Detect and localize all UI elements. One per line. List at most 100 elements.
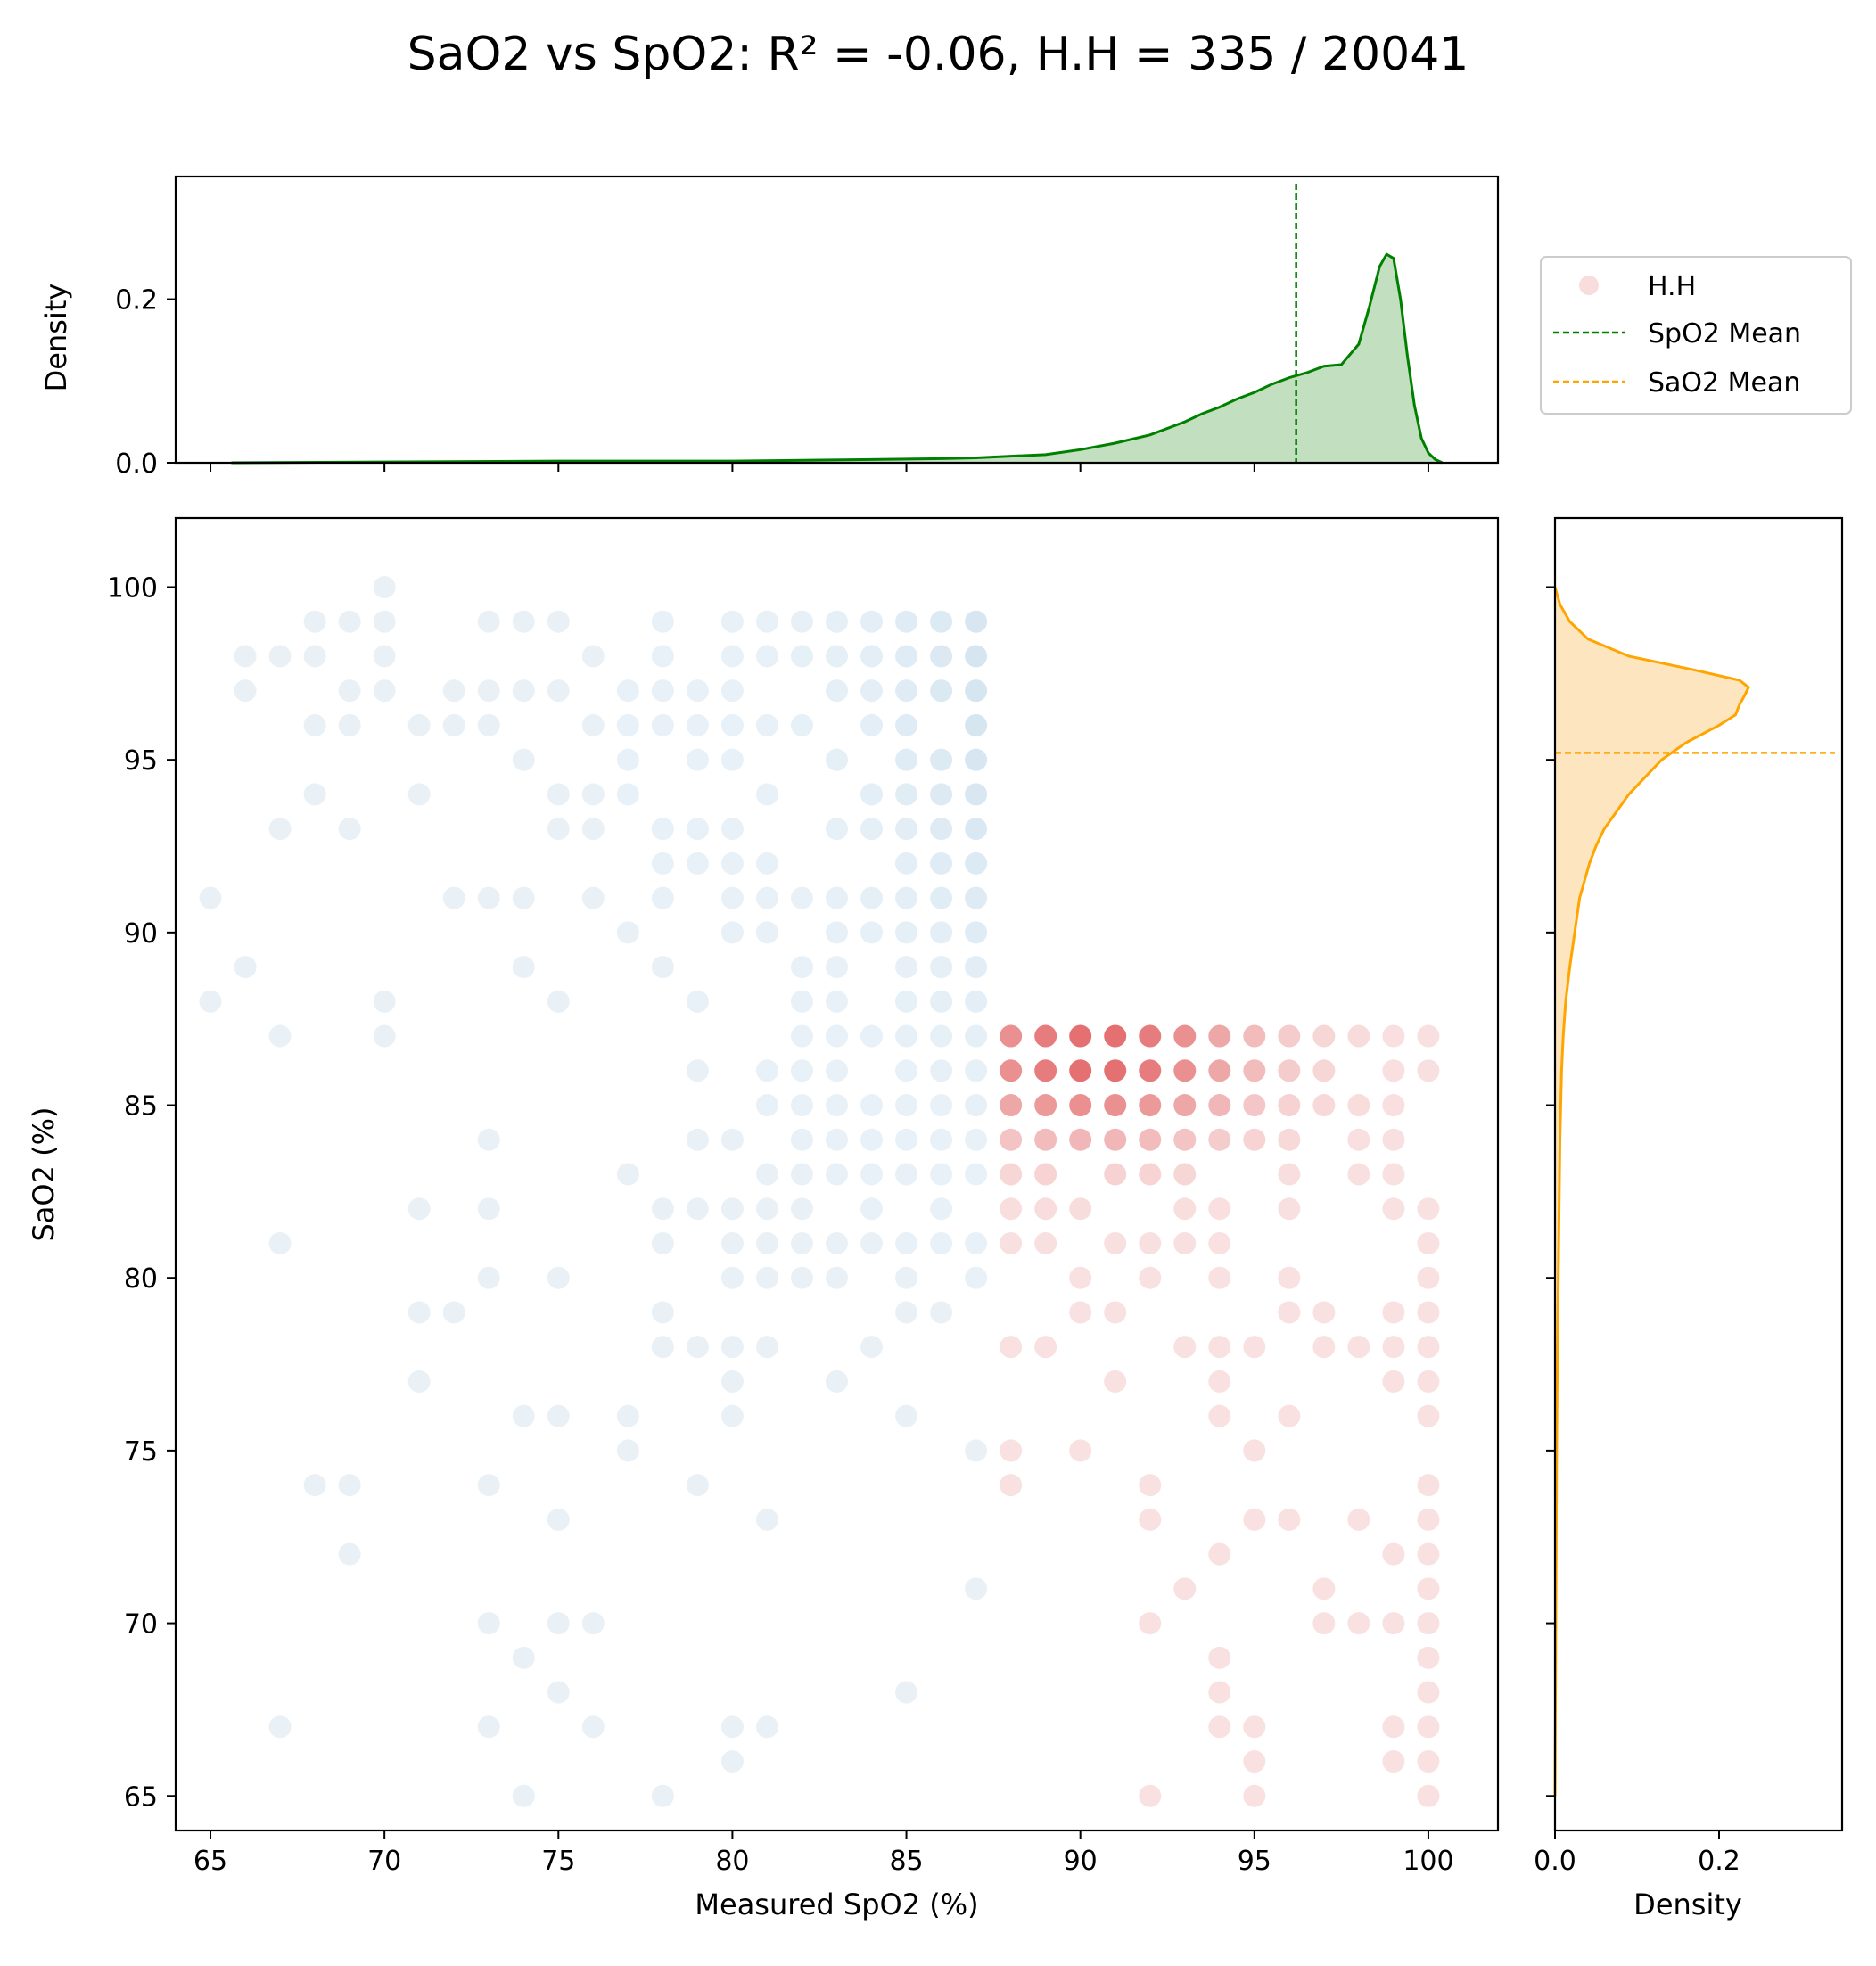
scatter-point [930,851,953,875]
hh-point [1382,1059,1405,1082]
hh-point [1173,1577,1197,1600]
sao2-density-curve [1553,587,1750,1797]
hh-point [1000,1128,1023,1151]
scatter-point [651,679,674,703]
scatter-point [895,956,918,979]
hh-point [1347,1612,1370,1635]
scatter-point [965,1059,988,1082]
scatter-point [930,610,953,633]
scatter-point [895,783,918,806]
hh-point [1312,1301,1336,1324]
x-tick-label: 65 [193,1846,227,1877]
hh-point [1139,1266,1162,1289]
scatter-point [547,818,570,841]
hh-point [1347,1128,1370,1151]
hh-point [1243,1059,1266,1082]
hh-point [1312,1577,1336,1600]
scatter-point [930,1163,953,1186]
hh-point [1278,1094,1301,1117]
scatter-point [407,1370,431,1393]
scatter-point [860,610,884,633]
scatter-point [338,818,361,841]
scatter-point [895,1266,918,1289]
hh-point [1243,1715,1266,1739]
hh-point [1034,1336,1057,1359]
hh-point [1000,1439,1023,1462]
hh-point [1034,1231,1057,1254]
scatter-point [965,713,988,736]
scatter-point [477,679,500,703]
hh-point [1382,1336,1405,1359]
scatter-point [651,713,674,736]
scatter-point [790,1128,813,1151]
hh-point [1069,1439,1092,1462]
x-tick-label: 90 [1064,1846,1098,1877]
hh-point [1139,1612,1162,1635]
hh-point [1104,1231,1127,1254]
scatter-point [965,679,988,703]
scatter-point [512,1404,535,1427]
scatter-point [930,956,953,979]
y-axis-label: SaO2 (%) [27,1106,61,1241]
scatter-point [303,645,326,668]
scatter-point [826,1163,848,1186]
hh-point [1139,1231,1162,1254]
hh-point [1347,1163,1370,1186]
scatter-point [373,990,396,1013]
scatter-point [616,679,639,703]
scatter-point [755,1197,778,1221]
hh-point [1417,1231,1440,1254]
scatter-point [338,1474,361,1497]
hh-point [1278,1059,1301,1082]
hh-point [1417,1404,1440,1427]
scatter-point [651,1301,674,1324]
hh-point [1382,1715,1405,1739]
scatter-point [895,1231,918,1254]
scatter-point [442,679,465,703]
y-tick-label: 80 [124,1263,158,1295]
hh-point [1417,1266,1440,1289]
legend-label-spo2-mean: SpO2 Mean [1648,318,1801,350]
main-scatter-panel: 65 70 75 80 85 90 95 100 65 70 75 80 85 90 95 100 Measur… [27,516,1500,1921]
scatter-point [303,610,326,633]
hh-point [1069,1301,1092,1324]
x-tick-label: 70 [367,1846,401,1877]
scatter-point [651,1197,674,1221]
hh-point [1312,1094,1336,1117]
hh-point [1104,1301,1127,1324]
scatter-point [930,679,953,703]
scatter-point [651,956,674,979]
hh-point [1208,1231,1231,1254]
y-tick-label: 65 [124,1781,158,1813]
scatter-point [686,1128,709,1151]
top-y-tick-label: 0.0 [115,448,158,480]
scatter-point [373,679,396,703]
scatter-point [790,645,813,668]
hh-point [1208,1266,1231,1289]
scatter-point [930,783,953,806]
scatter-point [860,1336,884,1359]
scatter-point [720,1715,744,1739]
hh-point [1278,1404,1301,1427]
scatter-point [651,851,674,875]
scatter-point [965,748,988,771]
hh-point [1034,1024,1057,1048]
scatter-point [686,748,709,771]
hh-point [1278,1508,1301,1531]
hh-point [1173,1163,1197,1186]
scatter-point [895,1128,918,1151]
scatter-point [547,610,570,633]
scatter-point [790,956,813,979]
scatter-point [616,713,639,736]
scatter-point [930,818,953,841]
scatter-point [616,783,639,806]
scatter-point [755,610,778,633]
hh-point [1382,1024,1405,1048]
scatter-point [720,1404,744,1427]
scatter-point [965,1266,988,1289]
hh-point [1208,1542,1231,1566]
legend-frame [1540,256,1852,415]
legend-marker-hh [1579,276,1599,295]
scatter-point [547,1404,570,1427]
hh-point [1208,1404,1231,1427]
